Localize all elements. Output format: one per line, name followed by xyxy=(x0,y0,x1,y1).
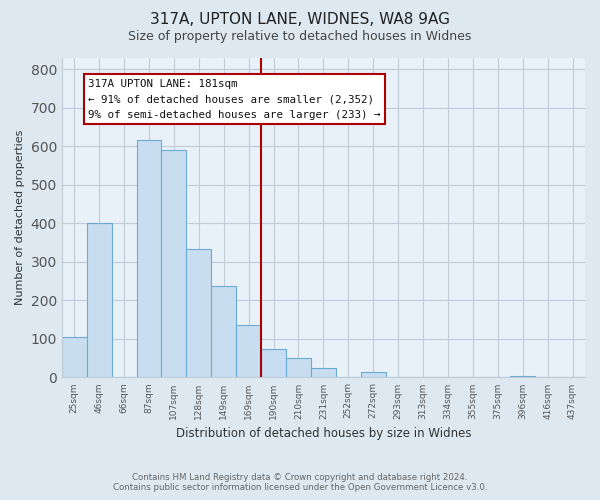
Y-axis label: Number of detached properties: Number of detached properties xyxy=(15,130,25,305)
Text: 317A, UPTON LANE, WIDNES, WA8 9AG: 317A, UPTON LANE, WIDNES, WA8 9AG xyxy=(150,12,450,28)
Bar xyxy=(187,249,211,378)
Bar xyxy=(361,372,386,378)
Bar xyxy=(161,150,187,378)
Bar xyxy=(286,358,311,378)
Bar xyxy=(211,286,236,378)
Bar xyxy=(510,376,535,378)
Bar xyxy=(261,348,286,378)
Text: Contains HM Land Registry data © Crown copyright and database right 2024.
Contai: Contains HM Land Registry data © Crown c… xyxy=(113,473,487,492)
Bar xyxy=(236,325,261,378)
Text: 317A UPTON LANE: 181sqm
← 91% of detached houses are smaller (2,352)
9% of semi-: 317A UPTON LANE: 181sqm ← 91% of detache… xyxy=(88,78,380,120)
Bar xyxy=(87,223,112,378)
Bar xyxy=(62,337,87,378)
Bar xyxy=(137,140,161,378)
Bar xyxy=(311,368,336,378)
X-axis label: Distribution of detached houses by size in Widnes: Distribution of detached houses by size … xyxy=(176,427,471,440)
Text: Size of property relative to detached houses in Widnes: Size of property relative to detached ho… xyxy=(128,30,472,43)
